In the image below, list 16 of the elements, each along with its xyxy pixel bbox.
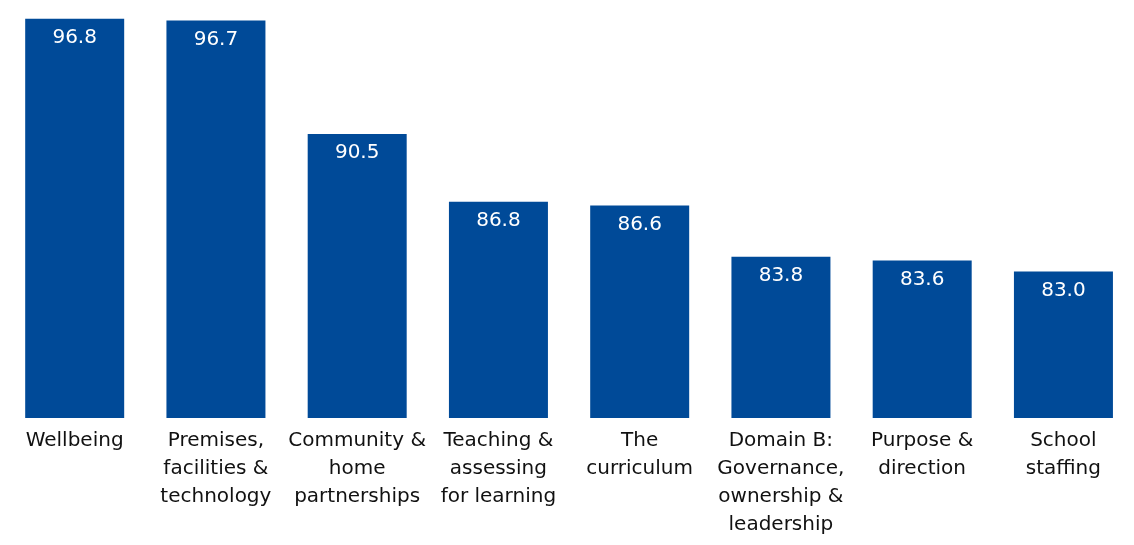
x-tick-label: Premises, facilities & technology — [160, 427, 272, 507]
x-tick-label: Domain B: Governance, ownership & leadership — [717, 427, 845, 535]
x-tick-label: Community & home partnerships — [288, 427, 426, 507]
data-label: 86.8 — [476, 207, 521, 232]
data-label: 90.5 — [334, 139, 380, 164]
data-label: 86.6 — [617, 210, 662, 235]
x-tick-label: Teaching & assessing for learning — [440, 427, 557, 507]
x-tick-label: Purpose & direction — [871, 427, 974, 479]
x-tick-label: School staffing — [1025, 427, 1101, 479]
x-tick-label: Wellbeing — [25, 427, 124, 451]
data-label: 96.8 — [52, 23, 97, 48]
x-tick-label: The curriculum — [586, 427, 693, 479]
data-label: 96.7 — [193, 25, 239, 50]
data-label: 83.8 — [758, 262, 804, 286]
data-label: 83.0 — [1041, 276, 1086, 301]
data-label: 83.6 — [899, 265, 945, 290]
